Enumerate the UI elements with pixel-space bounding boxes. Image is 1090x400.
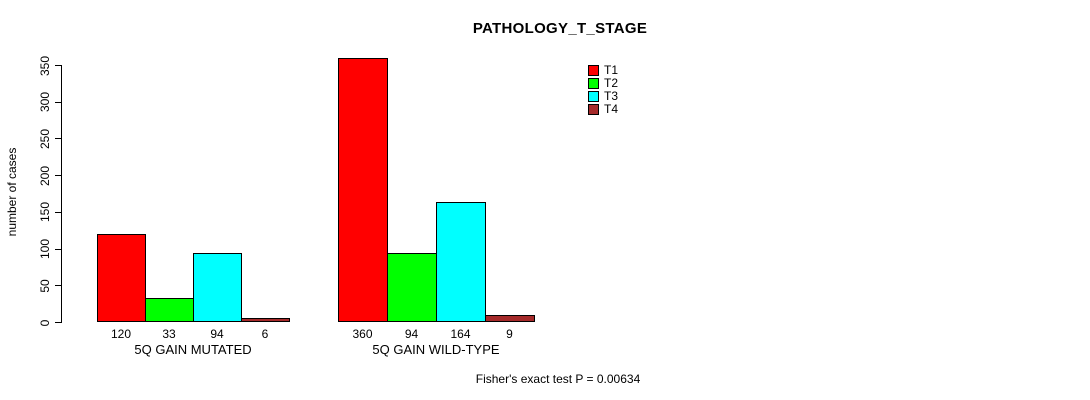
legend-label: T4 [604,102,619,116]
legend-row: T3 [588,90,618,103]
y-tick [55,175,61,177]
bar-t2 [145,297,194,322]
bar-value-label: 94 [404,327,419,341]
group-label: 5Q GAIN MUTATED [134,342,252,357]
bar-t2 [387,252,437,322]
legend-row: T4 [588,103,618,116]
y-tick [55,248,61,250]
legend-row: T2 [588,77,618,90]
chart-title: PATHOLOGY_T_STAGE [472,20,648,37]
y-tick [55,65,61,66]
legend-label: T2 [604,76,619,90]
y-tick-label: 250 [38,128,52,149]
y-tick [55,101,61,103]
bar-value-label: 164 [450,327,471,341]
y-tick [55,138,61,140]
legend-label: T3 [604,89,619,103]
y-tick-label: 200 [38,165,52,186]
legend-label: T1 [604,63,619,77]
bar-t3 [436,201,486,322]
bar-value-label: 9 [506,327,513,341]
bar-value-label: 120 [110,327,132,341]
bar-t4 [241,317,290,322]
y-axis-label: number of cases [5,147,19,237]
bar-value-label: 6 [261,327,269,341]
y-axis [61,65,62,323]
y-tick [55,211,61,213]
legend-swatch-t1 [588,65,599,76]
group-label: 5Q GAIN WILD-TYPE [372,342,500,357]
bar-value-label: 360 [352,327,373,341]
y-tick-label: 350 [38,55,52,76]
legend: T1 T2 T3 T4 [588,64,618,116]
legend-row: T1 [588,64,618,77]
y-tick-label: 150 [38,202,52,223]
y-tick-label: 0 [38,319,52,326]
bar-value-label: 94 [210,327,224,341]
bar-t1 [97,233,146,322]
bar-t4 [485,315,535,322]
bar-value-label: 33 [162,327,176,341]
y-tick-label: 100 [38,239,52,260]
fisher-test-annotation: Fisher's exact test P = 0.00634 [475,372,641,386]
bar-t1 [338,57,388,322]
y-tick-label: 300 [38,92,52,113]
bar-t3 [193,252,242,322]
y-tick [55,322,61,323]
legend-swatch-t4 [588,104,599,115]
legend-swatch-t2 [588,78,599,89]
legend-swatch-t3 [588,91,599,102]
y-tick-label: 50 [38,279,52,293]
y-tick [55,285,61,287]
